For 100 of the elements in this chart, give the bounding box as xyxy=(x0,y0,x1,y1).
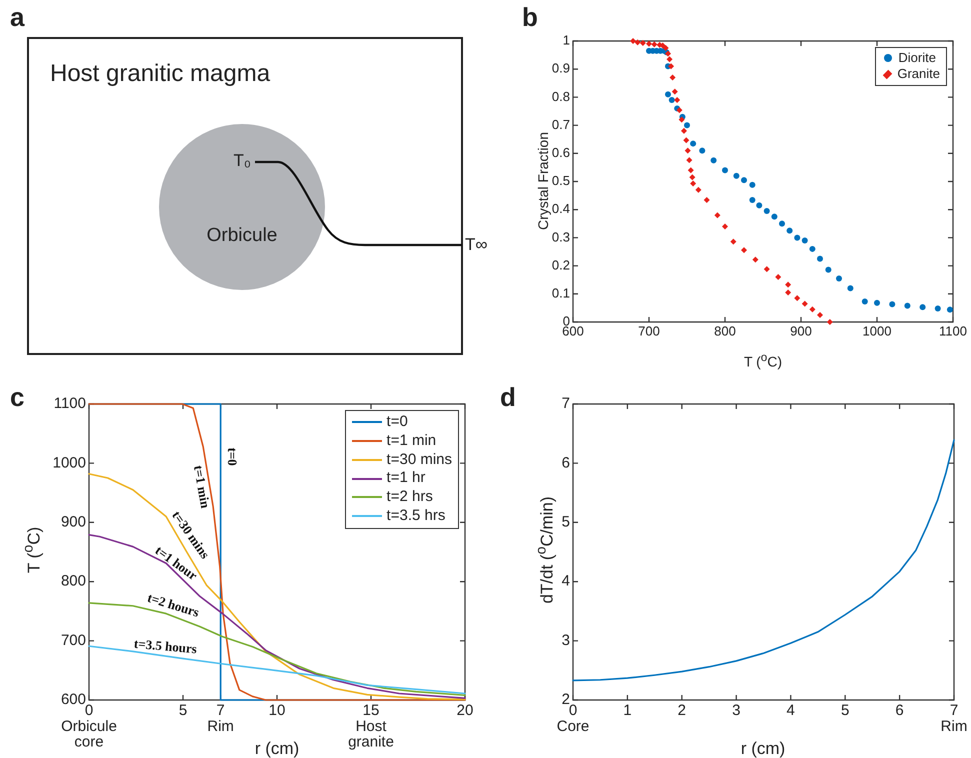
x-tick-label: 2 xyxy=(678,702,686,720)
point xyxy=(946,306,953,313)
point xyxy=(668,63,674,70)
y-tick-label: 0.2 xyxy=(552,257,570,272)
x-tick-label: 1100 xyxy=(939,323,967,338)
point xyxy=(674,97,680,104)
point xyxy=(640,40,646,46)
point xyxy=(836,275,842,282)
point xyxy=(817,312,823,318)
point xyxy=(874,300,880,306)
text: Host granitic magma xyxy=(50,60,270,87)
point xyxy=(904,302,910,309)
point xyxy=(668,97,675,104)
point xyxy=(683,137,690,144)
y-tick-label: 900 xyxy=(60,514,86,531)
y-tick-label: 2 xyxy=(562,691,570,708)
point xyxy=(670,74,676,81)
text: T∞ xyxy=(465,235,488,254)
point xyxy=(764,208,770,214)
x-tick-label: 1000 xyxy=(862,323,892,338)
point xyxy=(764,266,770,272)
y-tick-label: 1000 xyxy=(52,454,86,472)
x-tick-label: 5 xyxy=(178,702,188,720)
y-tick-label: 0.6 xyxy=(552,144,570,160)
x-tick-label: 700 xyxy=(638,323,660,338)
annotation: t=0 xyxy=(225,448,240,466)
point xyxy=(684,122,690,128)
point xyxy=(809,306,816,312)
y-tick-label: 700 xyxy=(60,632,86,649)
point xyxy=(630,38,636,44)
point xyxy=(785,282,792,288)
point xyxy=(680,128,687,134)
point xyxy=(920,304,926,310)
x-axis-title: r (cm) xyxy=(254,739,300,758)
point xyxy=(678,116,685,123)
x-tick-label: 4 xyxy=(786,702,795,720)
point xyxy=(775,274,782,280)
legend-label: Diorite xyxy=(898,50,936,66)
point xyxy=(794,234,800,241)
text: a xyxy=(10,2,24,32)
point xyxy=(695,186,702,193)
legend-label: Granite xyxy=(897,66,940,82)
x-tick-label: 3 xyxy=(732,702,740,720)
point xyxy=(749,197,756,204)
point xyxy=(826,319,833,325)
x-axis-title: r (cm) xyxy=(740,739,786,758)
point xyxy=(634,39,641,46)
y-tick-label: 0.8 xyxy=(552,88,570,104)
point xyxy=(809,246,816,252)
text: Orbicule xyxy=(206,225,278,246)
x-tick-label: 6 xyxy=(895,702,904,720)
y-tick-label: 5 xyxy=(562,514,570,531)
point xyxy=(786,228,793,234)
point xyxy=(699,148,706,154)
point xyxy=(686,157,692,164)
annotation: t=3.5 hours xyxy=(133,636,198,656)
point xyxy=(825,266,832,273)
y-tick-label: 1 xyxy=(562,32,570,48)
x-tick-label: 10 xyxy=(268,702,286,720)
point xyxy=(714,212,720,218)
y-tick-label: 0.5 xyxy=(552,173,570,188)
chart-title: b xyxy=(522,2,538,32)
y-tick-label: 6 xyxy=(562,454,570,472)
point xyxy=(733,172,740,179)
y-tick-label: 1100 xyxy=(54,395,86,412)
point xyxy=(749,182,756,188)
legend-label: t=1 hr xyxy=(386,469,426,488)
x-tick-label: 800 xyxy=(714,323,736,338)
y-tick-label: 0.3 xyxy=(552,229,570,244)
legend-label: t=30 mins xyxy=(386,450,452,470)
x-tick-label: 20 xyxy=(456,702,474,720)
point xyxy=(741,247,747,254)
x-tick-label: 7 Rim xyxy=(940,702,968,735)
x-tick-label: 15 Host granite xyxy=(348,702,394,751)
y-tick-label: 0.4 xyxy=(552,201,570,216)
chart-title: d xyxy=(500,382,516,412)
y-tick-label: 600 xyxy=(60,691,86,708)
y-tick-label: 0.9 xyxy=(552,60,570,76)
point xyxy=(704,197,710,204)
point xyxy=(672,88,678,95)
point xyxy=(752,256,758,263)
point xyxy=(779,220,785,227)
x-tick-label: 7 Rim xyxy=(207,702,234,735)
point xyxy=(688,167,694,174)
point xyxy=(802,238,808,244)
point xyxy=(741,177,747,184)
point xyxy=(756,202,762,208)
point xyxy=(684,148,691,154)
annotation: t=2 hours xyxy=(146,590,202,620)
point xyxy=(730,238,736,245)
point xyxy=(817,256,823,262)
point xyxy=(666,56,673,62)
point xyxy=(802,300,808,307)
chart-title: c xyxy=(10,382,24,412)
y-tick-label: 0.1 xyxy=(552,285,570,300)
point xyxy=(651,41,658,48)
point xyxy=(690,140,696,147)
text: T₀ xyxy=(234,151,251,170)
annotation: t=1 min xyxy=(190,464,214,510)
legend-label: t=2 hrs xyxy=(386,488,433,507)
